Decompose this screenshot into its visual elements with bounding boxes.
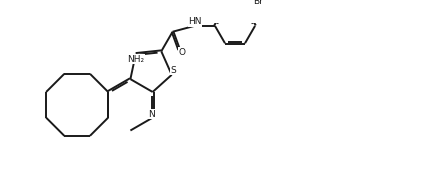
Text: HN: HN [188,17,201,26]
Text: Br: Br [253,0,263,6]
Text: NH₂: NH₂ [127,55,144,64]
Text: O: O [178,48,185,57]
Text: S: S [170,66,176,75]
Text: N: N [148,110,155,119]
